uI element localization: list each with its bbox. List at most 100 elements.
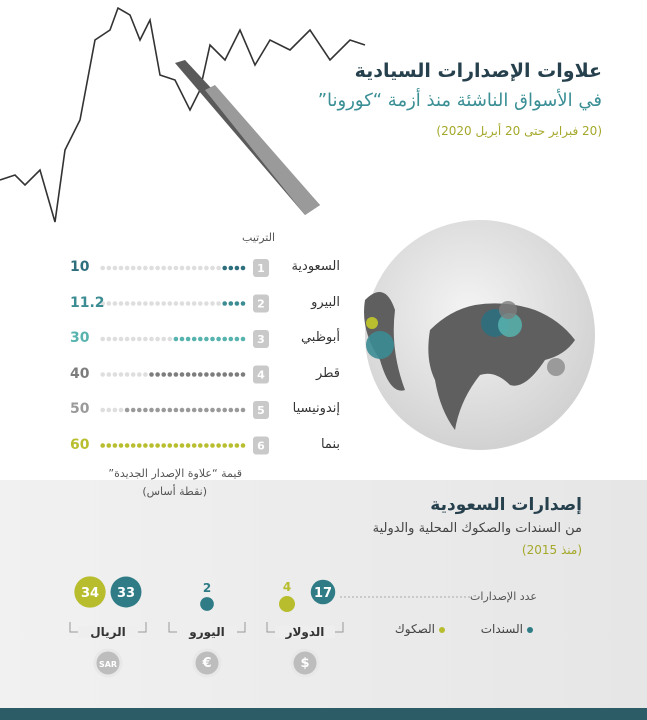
dot [173,265,179,271]
premium-value: 60 [70,436,90,453]
country-name: بنما [320,436,340,452]
legend-label: السندات [480,622,523,636]
dot [179,336,185,342]
dot [240,301,246,306]
dot [100,443,105,448]
dot [137,301,142,306]
currency-icon [192,648,222,678]
dot [155,301,160,306]
rank-number: 5 [257,404,265,417]
dot [100,336,105,342]
dot [179,301,185,306]
currency-icon [290,648,320,678]
dot [161,443,166,448]
dot [143,336,148,342]
decor-line [0,6,366,223]
dot [204,336,209,342]
dot [124,443,130,448]
dot [210,336,215,342]
dot [106,443,112,448]
dot [155,443,160,448]
dot [130,265,136,271]
dot [240,443,246,448]
dot [198,265,203,271]
dot [118,407,124,413]
dot [210,372,215,377]
sukuk-bubble [74,576,106,608]
dot [173,372,179,377]
dot [222,443,227,448]
dot [210,443,215,448]
dot [198,336,203,342]
dot [167,407,173,413]
dot [191,301,197,306]
sukuk-count: 4 [283,580,291,594]
dot [143,372,148,377]
dot [161,372,166,377]
premium-value: 40 [70,365,90,382]
issuance-subtitle: من السندات والصكوك المحلية والدولية [372,521,582,536]
map-marker [366,331,394,359]
rank-number: 1 [257,262,265,275]
dot [106,407,112,413]
dot [179,407,185,413]
dot [161,407,166,413]
dot [185,301,191,306]
dot [228,301,234,306]
dot [240,336,246,342]
map-marker [499,301,517,319]
dot [228,336,234,342]
dot [149,372,154,377]
dot [118,301,124,306]
dot [173,336,179,342]
dot [112,265,118,271]
dot [100,265,105,271]
legend-dot [439,627,445,633]
ranking-heading: الترتيب [242,231,275,244]
subtitle: في الأسواق الناشئة منذ أزمة “كورونا” [317,90,602,111]
rank-box [253,436,269,455]
rank-number: 3 [257,333,265,346]
legend-label: الصكوك [394,622,435,636]
dot [216,265,221,271]
dot [118,443,124,448]
issuance-title: إصدارات السعودية [430,495,582,515]
dot [185,336,191,342]
dot-bar [100,301,246,306]
currency-symbol: € [201,656,211,671]
dot [204,301,209,306]
dot [198,301,203,306]
rank-number: 2 [257,298,265,311]
dot [112,407,118,413]
dot [191,265,197,271]
pen-shade [205,85,320,215]
dot [124,301,130,306]
dot [124,407,130,413]
dot [118,372,124,377]
dot-bar [100,407,246,413]
dot [143,407,148,413]
dot-bar [100,265,246,271]
dot [228,265,234,271]
count-label: عدد الإصدارات [470,590,537,603]
dot [234,336,240,342]
dot [234,407,240,413]
dot [155,265,160,271]
dot [124,372,130,377]
bonds-count: 17 [314,586,332,601]
dot [137,265,142,271]
premium-value: 30 [70,330,90,346]
currency-icon [93,648,123,678]
dot [161,301,166,306]
dot [234,265,240,271]
dot [204,372,209,377]
currency-name: اليورو [177,626,237,638]
dot [210,407,215,413]
country-name: أبوظبي [300,330,340,345]
dot [185,443,191,448]
rank-box [253,294,269,313]
dot [155,336,160,342]
dot [173,443,179,448]
dot [100,407,105,413]
